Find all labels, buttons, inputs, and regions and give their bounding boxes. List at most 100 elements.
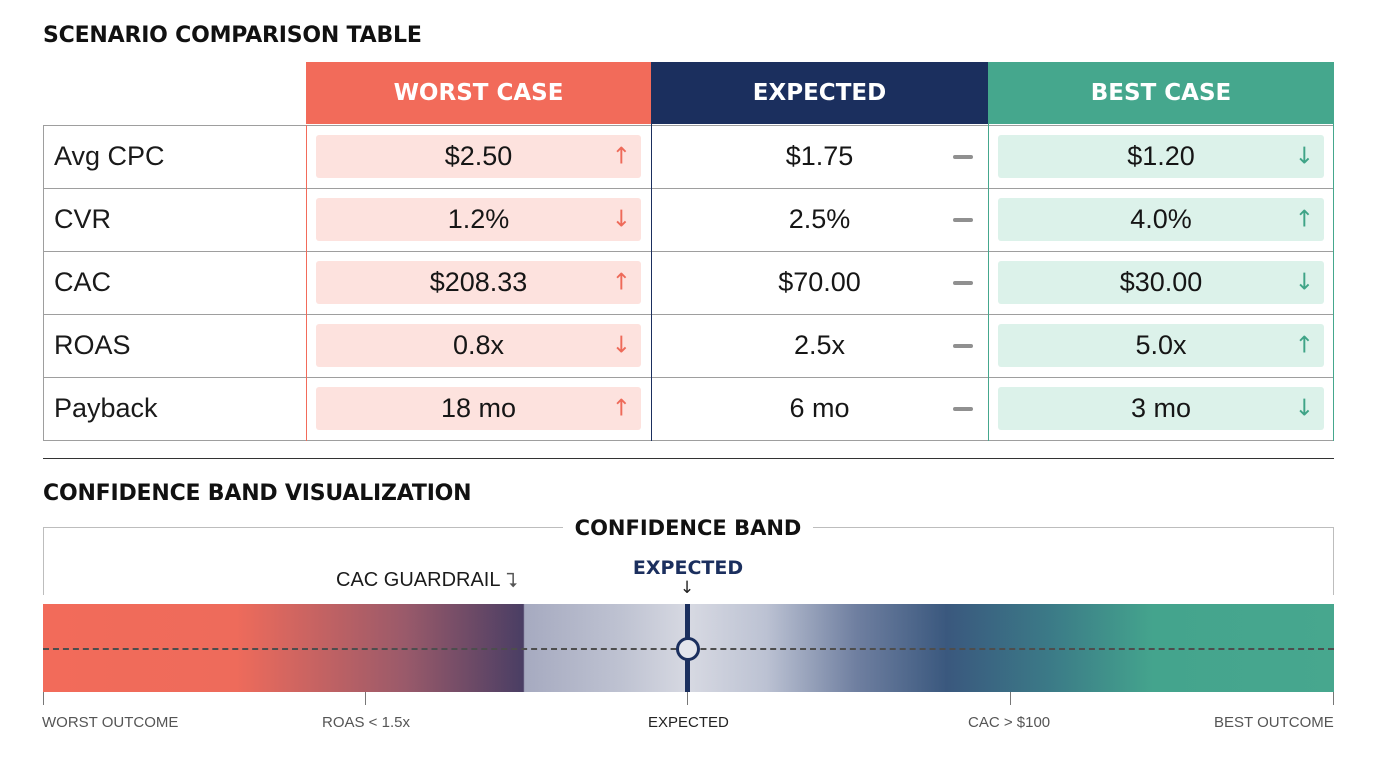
best-value: 3 mo — [1130, 393, 1192, 423]
best-value: $30.00 — [1119, 267, 1203, 297]
worst-value: $2.50 — [444, 141, 513, 171]
band-section-title: CONFIDENCE BAND VISUALIZATION — [43, 481, 472, 506]
dash-icon — [953, 155, 973, 159]
column-header-expected: EXPECTED — [651, 62, 988, 124]
column-header-worst-case: WORST CASE — [306, 62, 651, 124]
best-case-cell: $30.00 ↓ — [988, 251, 1334, 314]
arrow-down-icon: ↓ — [611, 332, 631, 358]
dash-icon — [953, 281, 973, 285]
table-grid-line — [988, 62, 989, 441]
arrow-up-icon: ↑ — [1294, 332, 1314, 358]
axis-label-worst-outcome: WORST OUTCOME — [42, 714, 179, 731]
axis-tick — [1333, 692, 1334, 705]
expected-marker-label: EXPECTED — [632, 557, 744, 579]
axis-tick — [43, 692, 44, 705]
best-value-pill: 4.0% ↑ — [998, 198, 1324, 241]
best-value-pill: $30.00 ↓ — [998, 261, 1324, 304]
arrow-down-icon: ↓ — [1294, 143, 1314, 169]
axis-label-cac: CAC > $100 — [968, 714, 1051, 731]
best-case-cell: 3 mo ↓ — [988, 377, 1334, 440]
dash-icon — [953, 407, 973, 411]
expected-value: $70.00 — [778, 267, 861, 297]
worst-case-cell: 1.2% ↓ — [306, 188, 651, 251]
best-case-cell: $1.20 ↓ — [988, 125, 1334, 188]
metric-label: CVR — [54, 204, 112, 234]
best-value: $1.20 — [1127, 141, 1195, 171]
table-grid-line — [43, 314, 1334, 315]
table-row: Avg CPC $2.50 ↑ $1.75 $1.20 ↓ — [43, 125, 1334, 188]
expected-cell: 2.5x — [651, 314, 988, 377]
cac-guardrail-label: CAC GUARDRAIL — [336, 569, 501, 591]
expected-value: 2.5x — [793, 330, 846, 360]
table-grid-line — [43, 188, 1334, 189]
table-grid-line — [43, 125, 44, 441]
arrow-up-icon: ↑ — [1294, 206, 1314, 232]
table-row: ROAS 0.8x ↓ 2.5x 5.0x ↑ — [43, 314, 1334, 377]
table-row: Payback 18 mo ↑ 6 mo 3 mo ↓ — [43, 377, 1334, 440]
table-grid-line — [651, 62, 652, 441]
table-row: CVR 1.2% ↓ 2.5% 4.0% ↑ — [43, 188, 1334, 251]
worst-value-pill: 18 mo ↑ — [316, 387, 641, 430]
expected-value: $1.75 — [785, 141, 854, 171]
axis-tick — [687, 692, 688, 705]
band-frame-left — [43, 527, 44, 595]
best-value-pill: $1.20 ↓ — [998, 135, 1324, 178]
best-value: 5.0x — [1135, 330, 1187, 360]
expected-cell: 6 mo — [651, 377, 988, 440]
guardrail-arrow-icon: ⮧ — [506, 568, 518, 592]
table-grid-line — [43, 125, 1334, 126]
expected-cell: $70.00 — [651, 251, 988, 314]
metric-label: Payback — [54, 393, 158, 423]
worst-case-cell: $208.33 ↑ — [306, 251, 651, 314]
arrow-up-icon: ↑ — [611, 395, 631, 421]
worst-value-pill: 0.8x ↓ — [316, 324, 641, 367]
table-grid-line — [43, 377, 1334, 378]
arrow-up-icon: ↑ — [611, 269, 631, 295]
worst-case-cell: 18 mo ↑ — [306, 377, 651, 440]
axis-label-best-outcome: BEST OUTCOME — [1214, 714, 1334, 731]
worst-value-pill: $208.33 ↑ — [316, 261, 641, 304]
worst-case-cell: $2.50 ↑ — [306, 125, 651, 188]
expected-marker-dot — [676, 637, 700, 661]
axis-tick — [1010, 692, 1011, 705]
worst-value-pill: 1.2% ↓ — [316, 198, 641, 241]
band-title: CONFIDENCE BAND — [562, 516, 814, 540]
table-grid-line — [306, 125, 307, 441]
best-value: 4.0% — [1130, 204, 1192, 234]
worst-case-cell: 0.8x ↓ — [306, 314, 651, 377]
dash-icon — [953, 218, 973, 222]
metric-label: Avg CPC — [54, 141, 165, 171]
table-grid-line — [1333, 62, 1334, 441]
expected-cell: $1.75 — [651, 125, 988, 188]
worst-value: 0.8x — [452, 330, 505, 360]
dash-icon — [953, 344, 973, 348]
metric-label: CAC — [54, 267, 112, 297]
expected-value: 6 mo — [789, 393, 850, 423]
table-row: CAC $208.33 ↑ $70.00 $30.00 ↓ — [43, 251, 1334, 314]
table-grid-line — [43, 440, 1334, 441]
worst-value: $208.33 — [429, 267, 528, 297]
best-case-cell: 4.0% ↑ — [988, 188, 1334, 251]
axis-tick — [365, 692, 366, 705]
best-value-pill: 3 mo ↓ — [998, 387, 1324, 430]
metric-label: ROAS — [54, 330, 131, 360]
band-frame-right — [1333, 527, 1334, 595]
expected-value: 2.5% — [788, 204, 851, 234]
arrow-down-icon: ↓ — [611, 206, 631, 232]
worst-value-pill: $2.50 ↑ — [316, 135, 641, 178]
axis-label-expected: EXPECTED — [648, 714, 729, 731]
expected-cell: 2.5% — [651, 188, 988, 251]
column-header-best-case: BEST CASE — [988, 62, 1334, 124]
arrow-up-icon: ↑ — [611, 143, 631, 169]
worst-value: 1.2% — [447, 204, 510, 234]
table-grid-line — [43, 251, 1334, 252]
best-value-pill: 5.0x ↑ — [998, 324, 1324, 367]
axis-label-roas: ROAS < 1.5x — [322, 714, 410, 731]
table-title: SCENARIO COMPARISON TABLE — [43, 23, 422, 48]
best-case-cell: 5.0x ↑ — [988, 314, 1334, 377]
section-divider — [43, 458, 1334, 459]
arrow-down-icon: ↓ — [1294, 395, 1314, 421]
worst-value: 18 mo — [440, 393, 517, 423]
arrow-down-icon: ↓ — [1294, 269, 1314, 295]
expected-arrow-icon: ↓ — [679, 578, 695, 598]
